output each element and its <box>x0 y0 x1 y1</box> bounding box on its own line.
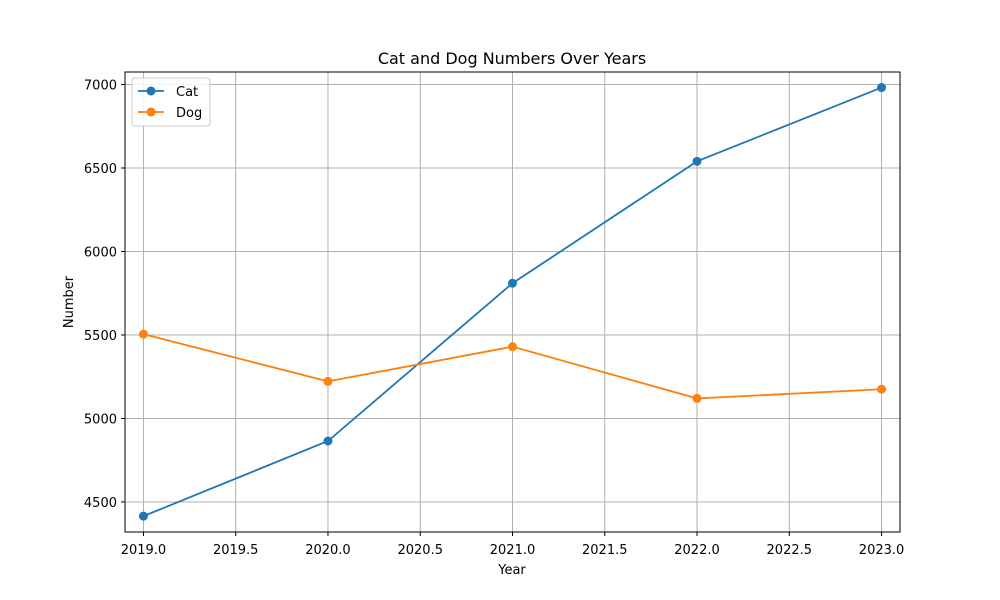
x-tick-label: 2021.5 <box>582 543 628 558</box>
dog-data-point <box>877 384 887 394</box>
x-tick-label: 2019.0 <box>121 543 167 558</box>
x-tick-label: 2021.0 <box>490 543 536 558</box>
dog-data-point <box>508 342 517 352</box>
axis-ticks: 2019.0 2019.5 2020.0 2020.5 2021.0 2021.5 2022… <box>84 79 904 558</box>
chart-title: Cat and Dog Numbers Over Years <box>378 49 646 68</box>
x-tick-label: 2019.5 <box>213 543 259 558</box>
dog-data-point <box>138 329 148 339</box>
legend-cat-marker <box>146 86 156 96</box>
y-axis-label: Number <box>62 275 77 328</box>
x-axis-label: Year <box>497 563 526 578</box>
x-tick-label: 2022.5 <box>767 543 813 558</box>
y-tick-label: 6500 <box>84 162 117 177</box>
cat-data-point <box>508 278 517 288</box>
legend: Cat Dog <box>131 77 211 127</box>
dog-data-point <box>692 393 702 403</box>
x-tick-label: 2020.5 <box>397 543 443 558</box>
cat-data-point <box>138 511 148 521</box>
y-tick-label: 7000 <box>84 79 117 94</box>
cat-data-point <box>692 156 702 166</box>
y-tick-label: 6000 <box>84 245 117 260</box>
x-tick-label: 2020.0 <box>305 543 351 558</box>
cat-data-point <box>877 83 887 93</box>
legend-dog-label: Dog <box>176 106 202 121</box>
y-tick-label: 4500 <box>84 496 117 511</box>
legend-dog-marker <box>146 107 156 117</box>
y-tick-label: 5000 <box>84 412 117 427</box>
series-layer <box>138 83 887 521</box>
x-tick-label: 2023.0 <box>859 543 905 558</box>
dog-data-point <box>323 376 333 386</box>
cat-data-point <box>323 436 333 446</box>
legend-cat-label: Cat <box>176 85 198 100</box>
grid <box>125 72 900 532</box>
y-tick-label: 5500 <box>84 329 117 344</box>
x-tick-label: 2022.0 <box>674 543 720 558</box>
